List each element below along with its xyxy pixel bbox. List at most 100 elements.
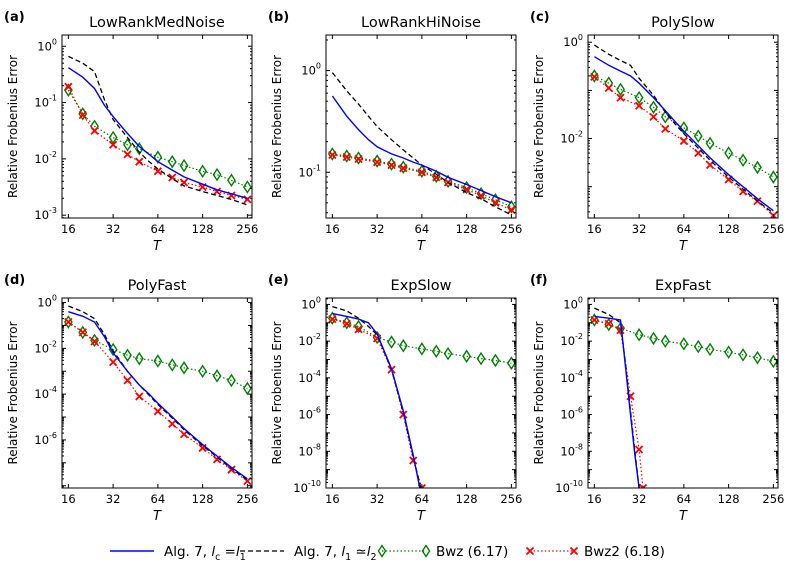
data-point-bwz2: [328, 314, 337, 324]
y-axis-label: Relative Frobenius Error: [270, 321, 284, 464]
y-tick-label: 10-6: [34, 431, 57, 447]
y-tick-label: 10-6: [560, 406, 583, 422]
y-tick-base: 10: [34, 152, 49, 166]
legend-label-alg7_l1: Alg. 7, l1 ≃l2: [294, 544, 377, 563]
data-point-bwz2: [649, 112, 658, 122]
y-tick-base: 10: [560, 334, 575, 348]
data-point-bwz2: [634, 445, 644, 454]
data-point-bwz2: [417, 168, 427, 177]
legend-label-alg7_lc: Alg. 7, lc =l1: [164, 544, 246, 563]
x-tick-label: 32: [370, 492, 385, 506]
data-point-bwz: [724, 146, 734, 160]
data-point-bwz: [476, 351, 486, 366]
y-axis-label: Relative Frobenius Error: [6, 321, 20, 464]
y-tick-base: 10: [37, 39, 52, 53]
y-tick-base: 10: [34, 387, 49, 401]
legend-text-b: l: [341, 544, 345, 560]
y-tick-base: 10: [301, 297, 316, 311]
data-point-bwz: [212, 167, 222, 182]
series-line-bwz2: [594, 319, 644, 488]
data-point-bwz: [753, 160, 762, 175]
data-point-bwz: [506, 200, 516, 214]
data-point-bwz: [227, 173, 236, 188]
y-tick-exp: 0: [52, 37, 57, 46]
x-tick-label: 32: [106, 222, 121, 236]
data-point-bwz2: [399, 164, 408, 173]
legend-marker-bwz: [421, 544, 431, 558]
panel-lowrankmednoise: 16 32 64 128 25610010-110-210-3LowRankMedNoi…: [4, 10, 258, 254]
y-tick-label: 10-2: [34, 339, 57, 355]
data-point-bwz: [462, 349, 472, 363]
data-point-bwz2: [123, 150, 132, 159]
y-tick-base: 10: [298, 165, 313, 179]
data-point-bwz: [134, 351, 144, 366]
series-group: [589, 307, 778, 488]
data-point-bwz2: [507, 205, 516, 215]
panel-label: (e): [268, 273, 289, 288]
y-tick-base: 10: [563, 35, 578, 49]
legend-text-c: =: [220, 544, 236, 560]
panel-title: LowRankMedNoise: [89, 15, 225, 31]
y-tick-label: 100: [37, 294, 57, 310]
legend-text-a: Bwz2 (6.18): [584, 544, 665, 560]
panel-expfast: 16 32 64 128 25610010-210-410-610-810-10ExpF…: [530, 273, 784, 524]
x-tick-label: 64: [415, 492, 430, 506]
y-tick-exp: -2: [49, 150, 57, 159]
legend-text-a: Bwz (6.17): [436, 544, 508, 560]
x-axis-label: T: [153, 509, 162, 524]
x-axis-label: T: [417, 509, 426, 524]
series-line-alg7_lc: [594, 56, 774, 212]
panel-title: ExpFast: [655, 278, 711, 294]
data-point-bwz: [123, 138, 132, 152]
axes-frame: [325, 297, 517, 489]
y-tick-label: 10-4: [298, 369, 321, 385]
y-tick-base: 10: [298, 408, 313, 422]
y-tick-exp: -6: [49, 431, 57, 440]
panel-label: (d): [4, 273, 25, 288]
data-point-bwz2: [123, 376, 132, 385]
legend-sub2: 2: [371, 552, 377, 563]
panel-lowrankhinoise: 16 32 64 128 25610010-1LowRankHiNoise(b)Rela…: [268, 10, 522, 254]
y-tick-base: 10: [34, 208, 49, 222]
y-tick-label: 10-2: [560, 332, 583, 348]
data-point-bwz: [134, 141, 144, 156]
data-point-bwz: [506, 356, 516, 370]
y-tick-exp: 0: [578, 295, 583, 304]
y-tick-label: 10-8: [560, 442, 583, 458]
data-point-bwz2: [372, 157, 382, 167]
data-point-bwz: [616, 82, 625, 97]
y-tick-exp: -6: [313, 406, 321, 415]
series-line-bwz: [332, 317, 512, 364]
data-point-bwz: [724, 345, 734, 359]
data-point-bwz2: [590, 315, 599, 325]
series-line-alg7_lc: [68, 67, 248, 199]
series-line-bwz2: [67, 86, 248, 200]
y-tick-base: 10: [560, 132, 575, 146]
data-point-bwz2: [354, 154, 363, 164]
data-point-bwz: [660, 334, 670, 348]
legend-text-a: Alg. 7,: [164, 544, 211, 560]
y-tick-exp: -6: [575, 406, 583, 415]
data-point-bwz: [693, 129, 703, 143]
data-point-bwz2: [432, 173, 441, 182]
data-point-bwz2: [108, 140, 118, 149]
data-point-bwz2: [64, 82, 73, 91]
y-tick-exp: -8: [313, 442, 321, 451]
series-group: [63, 305, 252, 486]
legend: Alg. 7, lc =l1 Alg. 7, l1 ≃l2 Bwz (6.17) Bw…: [110, 544, 665, 563]
y-tick-label: 100: [563, 33, 583, 49]
series-line-alg7_l1: [332, 305, 422, 488]
series-line-alg7_lc: [594, 315, 640, 488]
y-tick-label: 10-4: [34, 385, 57, 401]
panel-title: PolySlow: [651, 15, 715, 31]
x-axis-label: T: [679, 239, 688, 254]
y-tick-exp: -2: [575, 332, 583, 341]
y-tick-base: 10: [298, 371, 313, 385]
y-tick-exp: -8: [575, 442, 583, 451]
y-tick-label: 10-2: [298, 332, 321, 348]
data-point-bwz2: [679, 136, 689, 146]
data-point-bwz: [679, 337, 689, 351]
data-point-bwz: [738, 348, 748, 362]
x-tick-label: 128: [456, 492, 478, 506]
